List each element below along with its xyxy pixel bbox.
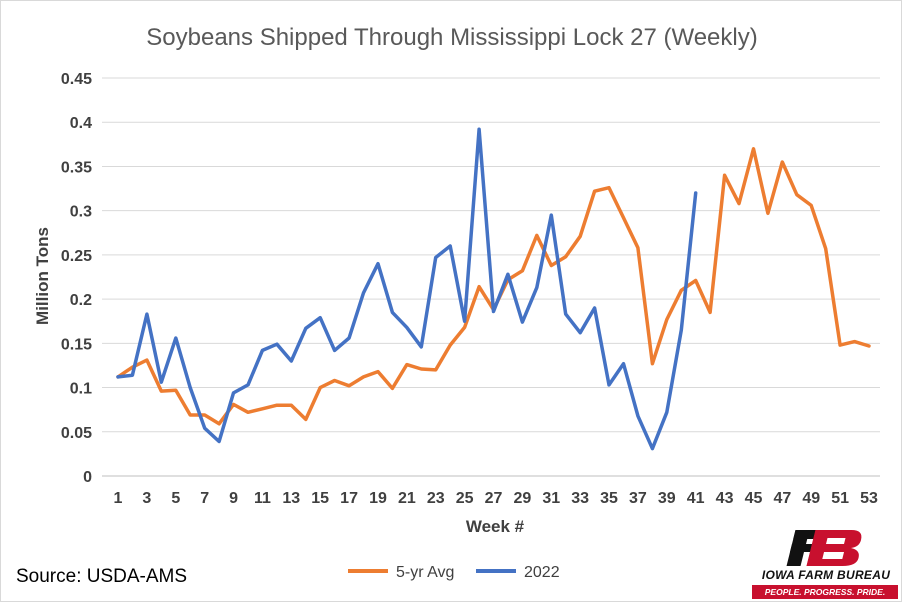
x-tick-label: 25 <box>456 490 474 507</box>
x-tick-label: 17 <box>340 490 358 507</box>
x-tick-label: 13 <box>282 490 300 507</box>
y-tick-label: 0.15 <box>61 336 92 353</box>
y-tick-label: 0.25 <box>61 248 92 265</box>
x-tick-label: 31 <box>542 490 560 507</box>
series-line-five-year-avg <box>116 147 871 426</box>
series-line-2022 <box>116 127 698 451</box>
x-axis-label: Week # <box>466 517 525 536</box>
x-tick-label: 33 <box>571 490 589 507</box>
x-tick-label: 37 <box>629 490 647 507</box>
logo-tagline: PEOPLE. PROGRESS. PRIDE. <box>752 585 898 599</box>
source-note: Source: USDA-AMS <box>16 566 188 587</box>
legend: 5-yr Avg 2022 <box>348 564 560 581</box>
x-tick-label: 51 <box>831 490 849 507</box>
x-tick-label: 39 <box>658 490 676 507</box>
y-tick-label: 0.4 <box>70 115 92 132</box>
x-tick-label: 47 <box>773 490 791 507</box>
y-axis-label: Million Tons <box>33 227 52 325</box>
x-tick-label: 3 <box>142 490 151 507</box>
y-tick-label: 0 <box>83 469 92 486</box>
x-tick-label: 27 <box>485 490 503 507</box>
y-tick-label: 0.1 <box>70 381 92 398</box>
y-tick-label: 0.35 <box>61 159 92 176</box>
x-tick-label: 43 <box>716 490 734 507</box>
x-tick-label: 35 <box>600 490 618 507</box>
x-tick-label: 11 <box>254 490 271 507</box>
x-tick-label: 21 <box>398 490 416 507</box>
x-tick-label: 5 <box>171 490 180 507</box>
x-tick-label: 7 <box>200 490 209 507</box>
y-tick-label: 0.2 <box>70 292 92 309</box>
x-tick-label: 19 <box>369 490 387 507</box>
legend-label: 2022 <box>524 564 560 581</box>
y-tick-label: 0.45 <box>61 71 92 88</box>
x-tick-label: 49 <box>802 490 820 507</box>
x-tick-label: 41 <box>687 490 705 507</box>
iowa-farm-bureau-logo: IOWA FARM BUREAU PEOPLE. PROGRESS. PRIDE… <box>748 528 898 600</box>
x-tick-label: 45 <box>745 490 763 507</box>
logo-name: IOWA FARM BUREAU <box>761 568 891 582</box>
x-tick-label: 53 <box>860 490 878 507</box>
x-tick-label: 15 <box>311 490 329 507</box>
y-tick-label: 0.05 <box>61 425 92 442</box>
y-tick-label: 0.3 <box>70 204 92 221</box>
legend-label: 5-yr Avg <box>396 564 454 581</box>
chart-title: Soybeans Shipped Through Mississippi Loc… <box>146 24 757 51</box>
x-tick-label: 23 <box>427 490 445 507</box>
x-tick-label: 9 <box>229 490 238 507</box>
x-tick-label: 1 <box>114 490 123 507</box>
x-tick-label: 29 <box>513 490 531 507</box>
fb-logo-icon <box>786 530 862 566</box>
